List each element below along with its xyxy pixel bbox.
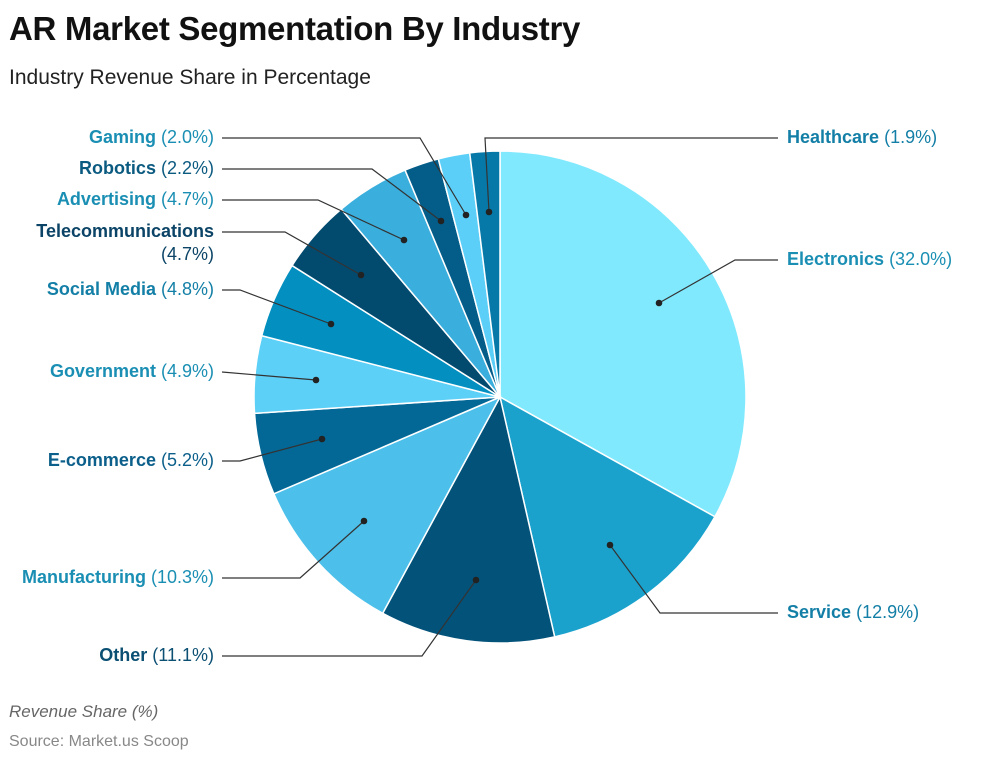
slice-label: Healthcare bbox=[787, 127, 880, 147]
leader-line-advertising bbox=[222, 199, 405, 241]
data-label-other: Other (11.1%) bbox=[99, 644, 214, 667]
leader-line-manufacturing bbox=[222, 520, 365, 579]
leader-dot-electronics bbox=[655, 299, 663, 307]
leader-dot-e-commerce bbox=[318, 435, 326, 443]
data-label-e-commerce: E-commerce (5.2%) bbox=[48, 449, 214, 472]
data-label-manufacturing: Manufacturing (10.3%) bbox=[22, 566, 214, 589]
leader-line-service bbox=[609, 544, 778, 614]
pie-slice-service bbox=[498, 395, 716, 638]
leader-line-robotics bbox=[222, 168, 442, 222]
slice-percent: (10.3%) bbox=[150, 567, 214, 587]
slice-percent: (12.9%) bbox=[856, 602, 920, 622]
leader-dot-manufacturing bbox=[360, 517, 368, 525]
leader-dot-other bbox=[472, 576, 480, 584]
data-label-government: Government (4.9%) bbox=[50, 360, 214, 383]
slice-label: Other bbox=[99, 645, 148, 665]
leader-dot-government bbox=[312, 376, 320, 384]
chart-subtitle: Industry Revenue Share in Percentage bbox=[9, 66, 371, 89]
leader-dot-robotics bbox=[437, 217, 445, 225]
pie-slice-manufacturing bbox=[272, 395, 502, 615]
data-label-electronics: Electronics (32.0%) bbox=[787, 248, 952, 271]
data-label-social-media: Social Media (4.8%) bbox=[47, 278, 214, 301]
slice-label: Gaming bbox=[88, 127, 156, 147]
data-label-service: Service (12.9%) bbox=[787, 601, 919, 624]
footer-label: Revenue Share (%) bbox=[9, 702, 159, 721]
source-note: Source: Market.us Scoop bbox=[9, 733, 189, 750]
leader-dot-gaming bbox=[462, 211, 470, 219]
leader-line-government bbox=[221, 371, 317, 381]
leader-line-telecommunications bbox=[222, 231, 362, 276]
slice-percent: (11.1%) bbox=[152, 645, 214, 665]
leader-line-e-commerce bbox=[222, 438, 323, 462]
data-label-healthcare: Healthcare (1.9%) bbox=[787, 126, 937, 149]
leader-dot-advertising bbox=[400, 236, 408, 244]
slice-label: Telecommunications bbox=[36, 221, 214, 241]
leader-line-healthcare bbox=[484, 137, 778, 213]
pie-slice-healthcare bbox=[468, 150, 501, 398]
data-label-gaming: Gaming (2.0%) bbox=[89, 126, 214, 149]
slice-label: Manufacturing bbox=[21, 567, 146, 587]
slice-percent: (32.0%) bbox=[889, 249, 953, 269]
slice-percent: (4.7%) bbox=[160, 189, 214, 209]
leader-dot-social-media bbox=[327, 320, 335, 328]
chart-title: AR Market Segmentation By Industry bbox=[9, 10, 581, 47]
data-label-advertising: Advertising (4.7%) bbox=[57, 188, 214, 211]
slice-label: Social Media bbox=[46, 279, 156, 299]
data-label-telecommunications: Telecommunications (4.7%) bbox=[36, 220, 214, 266]
slice-label: E-commerce bbox=[47, 450, 156, 470]
slice-percent: (4.8%) bbox=[160, 279, 214, 299]
leader-dot-telecommunications bbox=[357, 271, 365, 279]
leader-line-electronics bbox=[658, 259, 778, 304]
slice-percent: (2.0%) bbox=[160, 127, 214, 147]
leader-line-other bbox=[222, 579, 477, 657]
slice-label: Advertising bbox=[56, 189, 156, 209]
pie-slice-other bbox=[381, 394, 556, 644]
slice-percent: (2.2%) bbox=[160, 158, 214, 178]
leader-line-gaming bbox=[222, 137, 467, 216]
slice-percent: (4.9%) bbox=[160, 361, 214, 381]
data-label-robotics: Robotics (2.2%) bbox=[79, 157, 214, 180]
slice-label: Government bbox=[49, 361, 156, 381]
slice-label: Robotics bbox=[78, 158, 156, 178]
slice-label: Electronics bbox=[787, 249, 885, 269]
slice-percent: (1.9%) bbox=[884, 127, 938, 147]
leader-dot-healthcare bbox=[485, 208, 493, 216]
leader-line-social-media bbox=[222, 289, 332, 325]
slice-label: Service bbox=[787, 602, 852, 622]
slice-percent: (5.2%) bbox=[160, 450, 214, 470]
leader-dot-service bbox=[606, 541, 614, 549]
slice-percent: (4.7%) bbox=[160, 244, 214, 264]
